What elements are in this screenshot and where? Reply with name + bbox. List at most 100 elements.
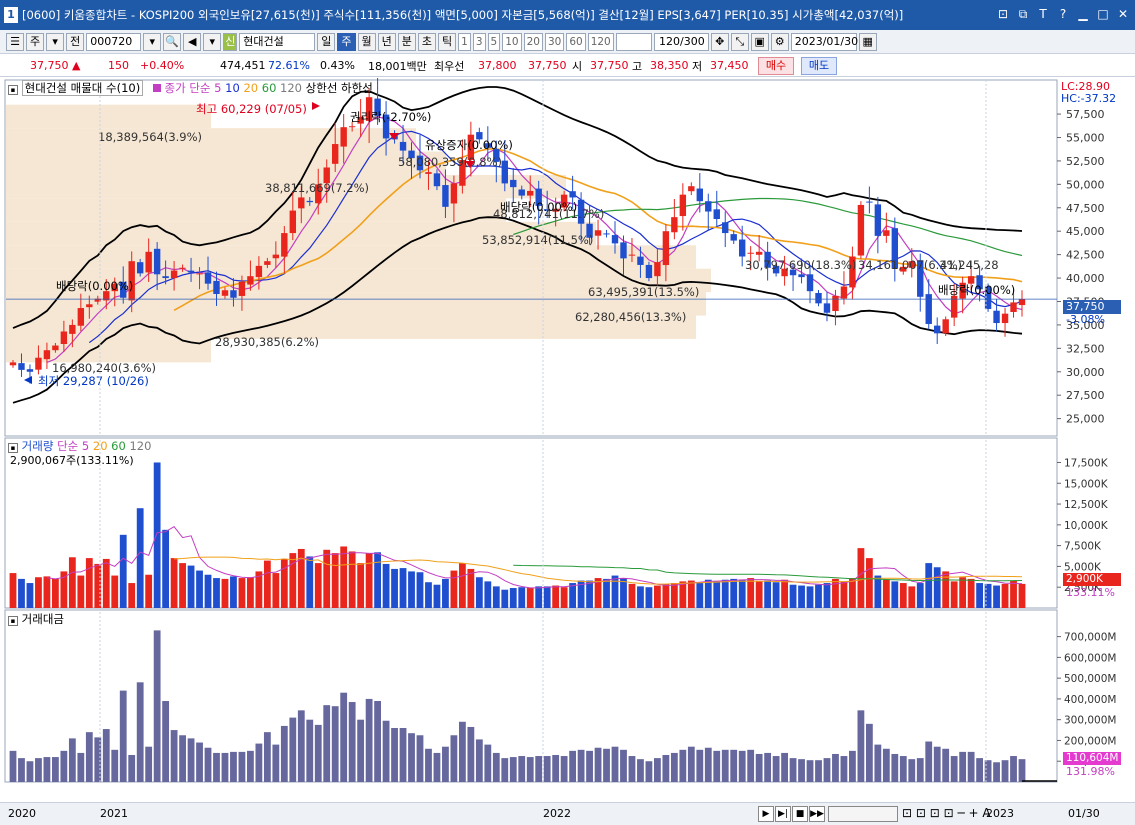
play-icon[interactable]: ▶ xyxy=(758,806,774,822)
x-label-2021: 2021 xyxy=(100,807,128,820)
volume-profile-label: 62,280,456(13.3%) xyxy=(575,310,686,324)
legend-settings-icon[interactable]: ▪ xyxy=(8,616,18,626)
candle-body xyxy=(832,295,839,312)
interval-1[interactable]: 1 xyxy=(458,32,471,51)
amount-bar xyxy=(967,751,975,782)
amount-bar xyxy=(247,750,254,782)
legend-settings-icon[interactable]: ▪ xyxy=(8,85,18,95)
rights-annotation: 권리락(-2.70%) xyxy=(350,110,431,124)
amount-bar xyxy=(280,725,288,782)
gear-icon[interactable]: ⚙ xyxy=(770,32,789,51)
search-icon[interactable]: 🔍 xyxy=(163,32,182,51)
volume-bar xyxy=(501,589,509,608)
zoom-slider[interactable] xyxy=(828,806,898,822)
candle-body xyxy=(348,126,356,128)
volume-bar xyxy=(849,578,856,608)
candle-body xyxy=(671,217,678,233)
sell-button[interactable]: 매도 xyxy=(801,57,837,75)
period-second[interactable]: 초 xyxy=(417,32,436,51)
volume-ma60-line xyxy=(513,564,1023,582)
save-icon[interactable]: ▣ xyxy=(750,32,769,51)
close-icon[interactable]: ✕ xyxy=(1117,7,1129,21)
volume-bar xyxy=(679,581,687,608)
fast-forward-icon[interactable]: ▶| xyxy=(775,806,791,822)
chevron-down-icon[interactable]: ▾ xyxy=(203,32,222,51)
interval-10[interactable]: 10 xyxy=(502,32,522,51)
window-number: 1 xyxy=(4,7,18,23)
speaker-icon[interactable]: ◀ xyxy=(183,32,202,51)
count-input[interactable]: 120/300 xyxy=(653,32,709,51)
volume-legend-name[interactable]: 거래량 xyxy=(21,439,54,453)
text-icon[interactable]: T xyxy=(1039,7,1047,21)
interval-60[interactable]: 60 xyxy=(566,32,586,51)
candle-body xyxy=(594,230,602,236)
x-label-2020: 2020 xyxy=(8,807,36,820)
period-minute[interactable]: 분 xyxy=(397,32,416,51)
amount-legend-name[interactable]: 거래대금 xyxy=(21,612,64,626)
period-week[interactable]: 주 xyxy=(337,32,356,51)
calendar-icon[interactable]: ▦ xyxy=(858,32,877,51)
prev-button[interactable]: 전 xyxy=(66,32,85,51)
volume-bar xyxy=(891,581,899,608)
period-month[interactable]: 월 xyxy=(357,32,376,51)
ma10-legend: 10 xyxy=(225,81,240,95)
candle-body xyxy=(238,281,246,296)
volume-bar xyxy=(764,580,772,608)
price-legend-name[interactable]: 현대건설 매물대 수(10) xyxy=(21,80,144,96)
interval-20[interactable]: 20 xyxy=(523,32,543,51)
volume-bar xyxy=(416,572,424,608)
volume-bar xyxy=(976,583,984,608)
maximize-icon[interactable]: □ xyxy=(1097,7,1109,21)
code-dropdown-icon[interactable]: ▾ xyxy=(143,32,162,51)
amount-bar xyxy=(925,741,933,782)
interval-5[interactable]: 5 xyxy=(487,32,501,51)
candle-body xyxy=(815,292,822,304)
chevron-down-icon[interactable]: ▾ xyxy=(46,32,65,51)
link-icon[interactable]: ⊡ xyxy=(997,7,1009,21)
stock-name[interactable]: 현대건설 xyxy=(239,32,316,51)
volume-profile-label: 16,980,240(3.6%) xyxy=(52,361,156,375)
candle-body xyxy=(179,267,186,269)
zoom-icon[interactable]: ⤡ xyxy=(730,32,749,51)
tools-icon[interactable]: ✥ xyxy=(710,32,729,51)
help-icon[interactable]: ? xyxy=(1059,7,1067,21)
stop-icon[interactable]: ■ xyxy=(792,806,808,822)
volume-bar xyxy=(603,578,610,608)
stock-code-input[interactable]: 000720 xyxy=(86,32,142,51)
interval-3[interactable]: 3 xyxy=(472,32,486,51)
ma60-line xyxy=(513,197,1023,257)
minimize-icon[interactable]: ▁ xyxy=(1078,7,1088,21)
interval-120[interactable]: 120 xyxy=(587,32,614,51)
buy-button[interactable]: 매수 xyxy=(758,57,794,75)
end-icon[interactable]: ▶▶ xyxy=(809,806,825,822)
volume-profile-label: 63,495,391(13.5%) xyxy=(588,285,699,299)
amount-bar xyxy=(899,756,907,782)
interval-30[interactable]: 30 xyxy=(544,32,565,51)
period-day[interactable]: 일 xyxy=(317,32,336,51)
menu-icon[interactable]: ☰ xyxy=(6,32,24,51)
volume-current-pct: 133.11% xyxy=(1066,586,1115,599)
interval-input[interactable] xyxy=(615,32,652,51)
candle-body xyxy=(408,150,415,159)
candle-body xyxy=(136,262,144,274)
period-type-select[interactable]: 주 xyxy=(26,32,45,51)
volume-tick-label: 5,000K xyxy=(1064,561,1102,573)
volume-bar xyxy=(391,568,398,608)
volume-profile-bar xyxy=(6,315,696,339)
candle-body xyxy=(442,185,449,207)
volume-bar xyxy=(730,578,738,608)
restore-icon[interactable]: ⧉ xyxy=(1018,7,1028,21)
y-tick-label: 57,500 xyxy=(1066,108,1105,121)
amount-bar xyxy=(204,747,212,782)
amount-bar xyxy=(908,759,916,782)
volume-profile-label: 28,930,385(6.2%) xyxy=(215,335,319,349)
amount-bar xyxy=(721,749,729,782)
volume-profile-bar xyxy=(6,174,566,199)
period-tick[interactable]: 틱 xyxy=(438,32,457,51)
date-input[interactable]: 2023/01/30 xyxy=(790,32,858,51)
zoom-buttons[interactable]: ⊡ ⊡ ⊡ ⊡ ─ + A xyxy=(902,806,991,820)
period-year[interactable]: 년 xyxy=(377,32,396,51)
amount-bar xyxy=(348,702,356,782)
amount-bar xyxy=(391,728,398,782)
chart-area[interactable]: 18,389,564(3.9%) 38,811,669(7.2%) 58,080,3… xyxy=(0,75,1135,802)
